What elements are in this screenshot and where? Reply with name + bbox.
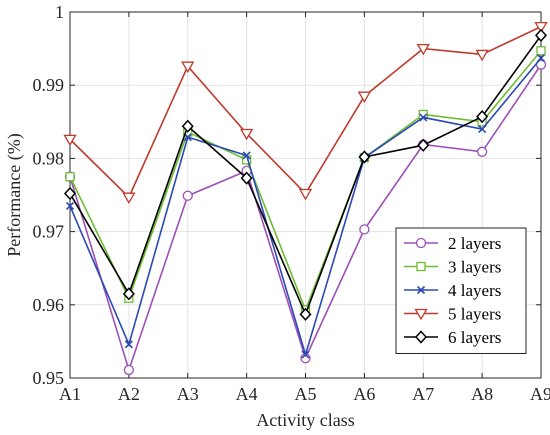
y-tick-label: 0.98 <box>33 148 65 168</box>
series-point <box>416 285 426 295</box>
y-tick-label: 0.99 <box>33 75 65 95</box>
series-point <box>536 46 546 56</box>
x-tick-label: A7 <box>412 384 434 404</box>
series-point <box>478 125 487 134</box>
series-point <box>298 188 313 201</box>
series-point <box>299 307 312 321</box>
series-point <box>416 261 426 272</box>
legend-label: 2 layers <box>448 234 501 253</box>
series-point <box>63 134 77 147</box>
x-tick-label: A8 <box>471 384 493 404</box>
y-tick-label: 0.96 <box>33 295 65 315</box>
y-axis-label: Performance (%) <box>4 133 25 256</box>
series-layer <box>63 21 548 376</box>
series-point <box>240 171 253 185</box>
series-point <box>476 146 488 157</box>
legend-label: 5 layers <box>448 305 501 324</box>
series-point <box>65 172 75 182</box>
series-point <box>476 110 489 124</box>
series-point <box>415 237 427 249</box>
legend-label: 4 layers <box>448 281 501 300</box>
series-point <box>419 113 428 122</box>
legend-item: 3 layers <box>404 258 501 277</box>
series-point <box>63 186 77 201</box>
series-point <box>414 330 428 344</box>
x-tick-label: A1 <box>59 384 81 404</box>
y-tick-label: 0.97 <box>33 222 65 242</box>
series-point <box>357 91 372 103</box>
series-point <box>534 28 548 43</box>
series-point <box>65 201 75 211</box>
series-point <box>122 287 135 301</box>
series-6-layers <box>63 28 548 321</box>
axis-ticks: A1 A2 A3 A4 A5 A6 A7 A8 A9 0.95 0.96 0.97 0.98 0.99 1 <box>33 2 550 404</box>
series-point <box>124 340 133 349</box>
legend-item: 6 layers <box>404 328 501 347</box>
series-point <box>181 119 194 133</box>
legend-label: 3 layers <box>448 258 501 277</box>
series-point <box>182 190 193 201</box>
x-axis-label: Activity class <box>256 410 354 430</box>
legend-item: 4 layers <box>404 281 501 300</box>
x-tick-label: A5 <box>295 384 317 404</box>
legend-item: 5 layers <box>404 305 501 324</box>
series-point <box>358 150 371 164</box>
series-point <box>414 308 428 321</box>
series-5-layers <box>63 21 548 204</box>
series-point <box>359 224 370 235</box>
legend-item: 2 layers <box>404 234 501 253</box>
legend-label: 6 layers <box>448 328 501 347</box>
series-point <box>536 54 546 63</box>
x-tick-label: A2 <box>118 384 140 404</box>
series-point <box>242 151 251 160</box>
series-point <box>123 364 135 376</box>
y-tick-label: 0.95 <box>33 368 65 388</box>
x-tick-label: A3 <box>177 384 199 404</box>
x-tick-label: A4 <box>236 384 258 404</box>
series-point <box>239 128 254 141</box>
series-point <box>534 21 548 34</box>
series-point <box>416 43 430 56</box>
legend: 2 layers 3 layers 4 layers 5 layers 6 layers <box>395 227 527 354</box>
y-tick-label: 1 <box>55 2 64 22</box>
series-point <box>417 138 430 152</box>
series-point <box>181 61 195 73</box>
series-point <box>122 192 136 204</box>
series-point <box>301 350 310 359</box>
x-tick-label: A6 <box>353 384 375 404</box>
x-tick-label: A9 <box>530 384 550 404</box>
series-point <box>475 49 489 62</box>
